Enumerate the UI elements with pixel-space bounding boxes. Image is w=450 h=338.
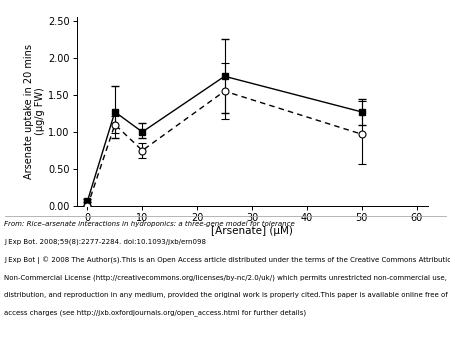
Text: J Exp Bot. 2008;59(8):2277-2284. doi:10.1093/jxb/ern098: J Exp Bot. 2008;59(8):2277-2284. doi:10.… xyxy=(4,239,207,245)
Text: J Exp Bot | © 2008 The Author(s).This is an Open Access article distributed unde: J Exp Bot | © 2008 The Author(s).This is… xyxy=(4,257,450,264)
Text: From: Rice–arsenate interactions in hydroponics: a three-gene model for toleranc: From: Rice–arsenate interactions in hydr… xyxy=(4,221,295,227)
X-axis label: [Arsenate] (μM): [Arsenate] (μM) xyxy=(211,226,293,236)
Text: access charges (see http://jxb.oxfordjournals.org/open_access.html for further d: access charges (see http://jxb.oxfordjou… xyxy=(4,309,306,316)
Y-axis label: Arsenate uptake in 20 mins
(μg/g FW): Arsenate uptake in 20 mins (μg/g FW) xyxy=(23,44,45,179)
Text: Non-Commercial License (http://creativecommons.org/licenses/by-nc/2.0/uk/) which: Non-Commercial License (http://creativec… xyxy=(4,274,447,281)
Text: distribution, and reproduction in any medium, provided the original work is prop: distribution, and reproduction in any me… xyxy=(4,292,450,298)
